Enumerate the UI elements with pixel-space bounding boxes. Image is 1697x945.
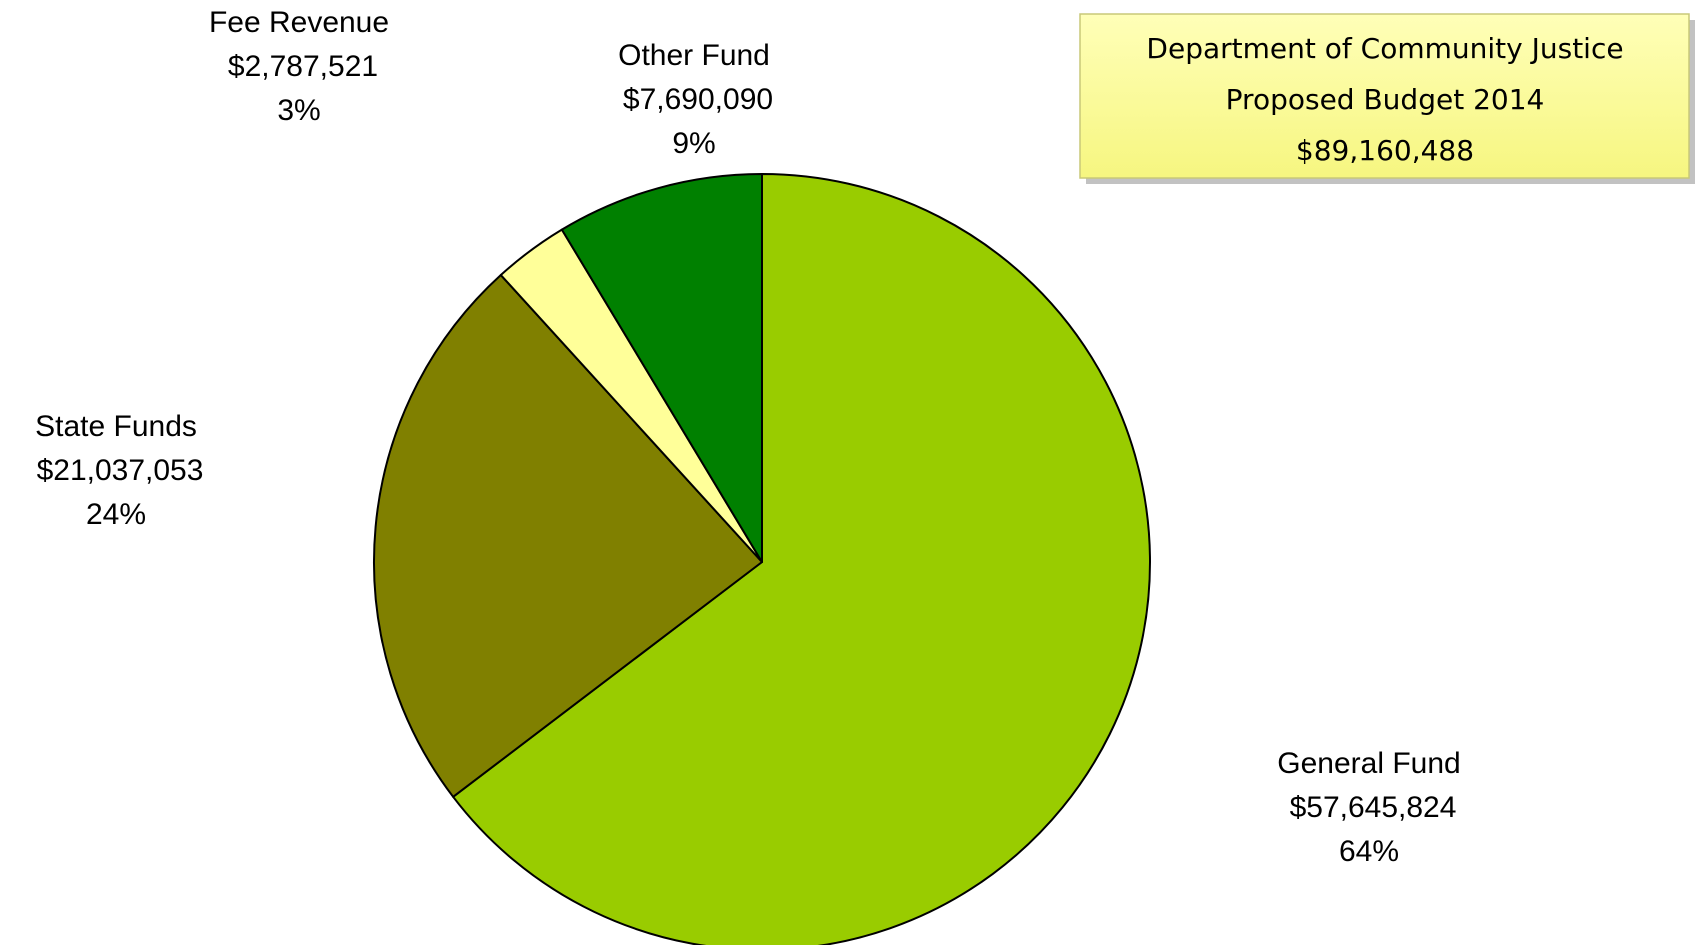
chart-subtitle: Proposed Budget 2014 — [1226, 83, 1545, 116]
title-box: Department of Community Justice Proposed… — [1079, 13, 1695, 184]
title-box-frame — [1079, 13, 1690, 179]
pie-slice — [560, 173, 763, 563]
percent-label: 24% — [86, 498, 146, 531]
value-label: $21,037,053 — [37, 454, 204, 487]
chart-title: Department of Community Justice — [1146, 32, 1623, 65]
value-label: $7,690,090 — [623, 83, 773, 116]
slice-label: Other Fund — [618, 39, 770, 72]
percent-label: 9% — [672, 127, 715, 160]
value-label: $57,645,824 — [1290, 791, 1457, 824]
total-label: $89,160,488 — [1296, 134, 1474, 167]
percent-label: 64% — [1339, 835, 1399, 868]
slice-label: State Funds — [35, 410, 197, 443]
percent-label: 3% — [277, 94, 320, 127]
slice-label: Fee Revenue — [209, 6, 389, 39]
value-label: $2,787,521 — [228, 50, 378, 83]
pie-slice — [452, 173, 1151, 945]
slice-label: General Fund — [1277, 747, 1460, 780]
pie-slice — [373, 274, 763, 798]
